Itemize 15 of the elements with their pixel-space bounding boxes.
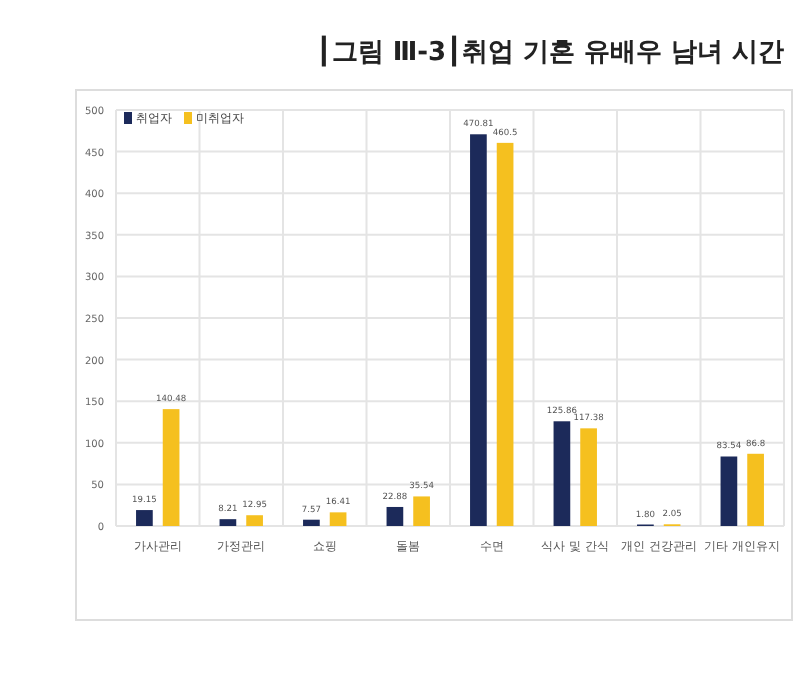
bar — [553, 421, 571, 526]
bar — [747, 453, 764, 526]
bar — [303, 519, 320, 526]
bar — [496, 142, 514, 526]
bar — [219, 519, 237, 526]
bar — [386, 506, 404, 526]
bar — [413, 496, 430, 526]
bar — [162, 409, 180, 526]
chart-title: ┃그림 Ⅲ-3┃취업 기혼 유배우 남녀 시간 — [315, 34, 784, 68]
bar — [246, 515, 263, 526]
bar — [136, 510, 153, 526]
bar — [470, 134, 487, 526]
bar — [720, 456, 738, 526]
bar — [329, 512, 347, 526]
bar — [580, 428, 597, 526]
